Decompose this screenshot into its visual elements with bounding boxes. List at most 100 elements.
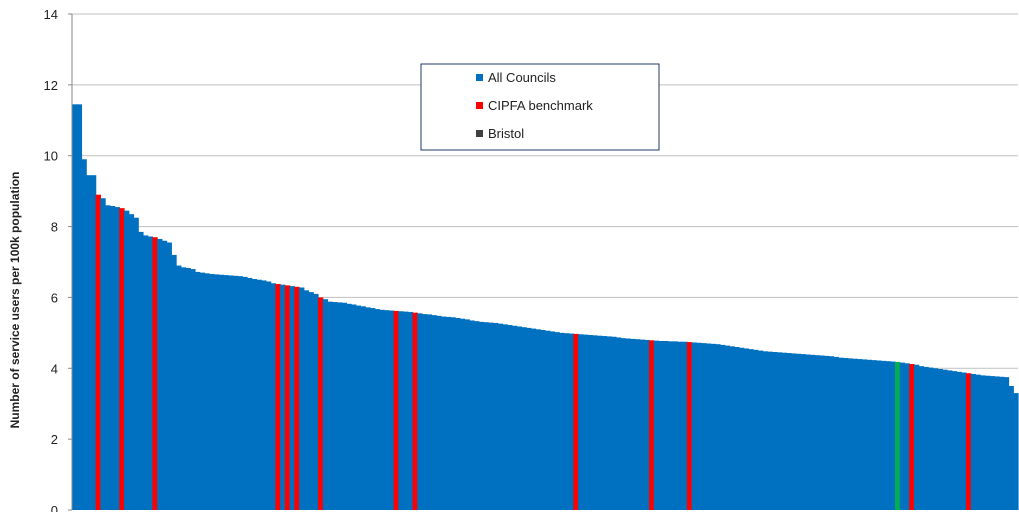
bar-all-councils <box>540 330 546 510</box>
bar-all-councils <box>100 198 106 511</box>
y-tick-label: 2 <box>51 432 58 447</box>
bar-all-councils <box>715 344 721 510</box>
bar-all-councils <box>790 353 797 510</box>
bar-all-councils <box>753 349 759 510</box>
bar-all-councils <box>516 326 522 510</box>
bar-all-councils <box>308 292 314 510</box>
bar-all-councils <box>1003 377 1010 510</box>
bar-all-councils <box>72 104 78 510</box>
bar-all-councils <box>180 267 187 510</box>
bar-all-councils <box>937 368 943 510</box>
y-tick-label: 4 <box>51 361 58 376</box>
bar-all-councils <box>738 347 745 510</box>
bar-all-councils <box>701 343 707 510</box>
bar-all-councils <box>105 205 111 510</box>
bar-all-councils <box>379 309 385 510</box>
bar-all-councils <box>388 310 395 510</box>
bar-all-councils <box>871 360 877 510</box>
bar-all-councils <box>384 310 390 510</box>
bar-all-councils <box>270 283 276 510</box>
bar-all-councils <box>147 236 154 511</box>
bar-all-councils <box>185 268 191 510</box>
bar-all-councils <box>261 280 267 510</box>
bar-all-councils <box>483 322 489 510</box>
bar-all-councils <box>932 368 939 510</box>
bar-all-councils <box>904 363 910 510</box>
legend-label-cipfa-benchmark: CIPFA benchmark <box>488 98 593 113</box>
bar-all-councils <box>625 338 631 510</box>
bar-all-councils <box>947 370 953 510</box>
bar-all-councils <box>464 319 470 510</box>
bar-all-councils <box>256 279 262 510</box>
bar-all-councils <box>166 242 172 510</box>
bar-all-councils <box>81 159 87 510</box>
bar-all-councils <box>611 336 617 510</box>
y-tick-label: 0 <box>51 503 58 512</box>
bar-cipfa-benchmark <box>649 340 655 510</box>
bar-all-councils <box>828 356 835 510</box>
bar-all-councils <box>459 318 466 510</box>
legend-swatch-cipfa-benchmark <box>476 102 483 109</box>
bar-cipfa-benchmark <box>152 237 158 510</box>
bar-all-councils <box>142 235 149 510</box>
bar-all-councils <box>928 367 934 510</box>
bar-all-councils <box>161 240 168 511</box>
bar-all-councils <box>809 354 816 510</box>
bar-all-councils <box>199 272 206 510</box>
bar-all-councils <box>114 207 120 510</box>
bar-all-councils <box>502 324 508 510</box>
bar-all-councils <box>805 354 811 510</box>
bars <box>72 104 1019 511</box>
y-tick-label: 14 <box>44 7 58 22</box>
bar-all-councils <box>620 338 627 510</box>
bar-all-councils <box>322 299 329 510</box>
bar-all-councils <box>568 333 574 510</box>
bar-all-councils <box>559 332 565 510</box>
bar-all-councils <box>327 301 333 510</box>
bar-all-councils <box>1008 386 1014 510</box>
bar-all-councils <box>398 311 404 510</box>
bar-cipfa-benchmark <box>95 194 101 510</box>
bar-all-councils <box>852 358 858 510</box>
bar-all-councils <box>795 353 802 510</box>
bar-all-councils <box>653 340 660 510</box>
legend-swatch-bristol <box>476 130 483 137</box>
bar-all-councils <box>597 335 603 510</box>
bar-all-councils <box>658 341 664 510</box>
bar-all-councils <box>237 276 243 510</box>
bar-all-councils <box>743 348 749 510</box>
bar-all-councils <box>814 355 820 510</box>
bar-all-councils <box>450 317 456 510</box>
bar-all-councils <box>923 366 929 510</box>
bar-all-councils <box>592 335 598 510</box>
bar-all-councils <box>280 284 286 510</box>
bar-all-councils <box>644 339 650 510</box>
bar-bristol <box>895 361 901 510</box>
bar-all-councils <box>289 286 295 510</box>
bar-all-councils <box>729 346 735 510</box>
bar-all-councils <box>615 337 622 510</box>
bar-all-councils <box>369 308 376 510</box>
bar-all-councils <box>469 320 475 510</box>
bar-all-councils <box>332 302 338 510</box>
bar-cipfa-benchmark <box>686 342 693 510</box>
bar-all-councils <box>124 210 130 510</box>
bar-all-councils <box>772 351 778 510</box>
bar-all-councils <box>445 316 451 510</box>
bar-all-councils <box>228 275 234 510</box>
bar-all-councils <box>549 331 556 510</box>
bar-all-councils <box>781 352 787 510</box>
bar-all-councils <box>407 311 414 510</box>
bar-all-councils <box>128 214 135 511</box>
bar-all-councils <box>365 307 371 510</box>
bar-all-councils <box>355 305 362 510</box>
bar-all-councils <box>535 329 541 510</box>
bar-cipfa-benchmark <box>119 208 125 510</box>
bar-all-councils <box>86 175 92 510</box>
bar-all-councils <box>582 334 589 510</box>
bar-all-councils <box>724 345 731 510</box>
bar-all-councils <box>440 316 447 510</box>
bar-all-councils <box>133 217 139 510</box>
bar-all-councils <box>720 344 726 510</box>
bar-all-councils <box>247 277 253 510</box>
